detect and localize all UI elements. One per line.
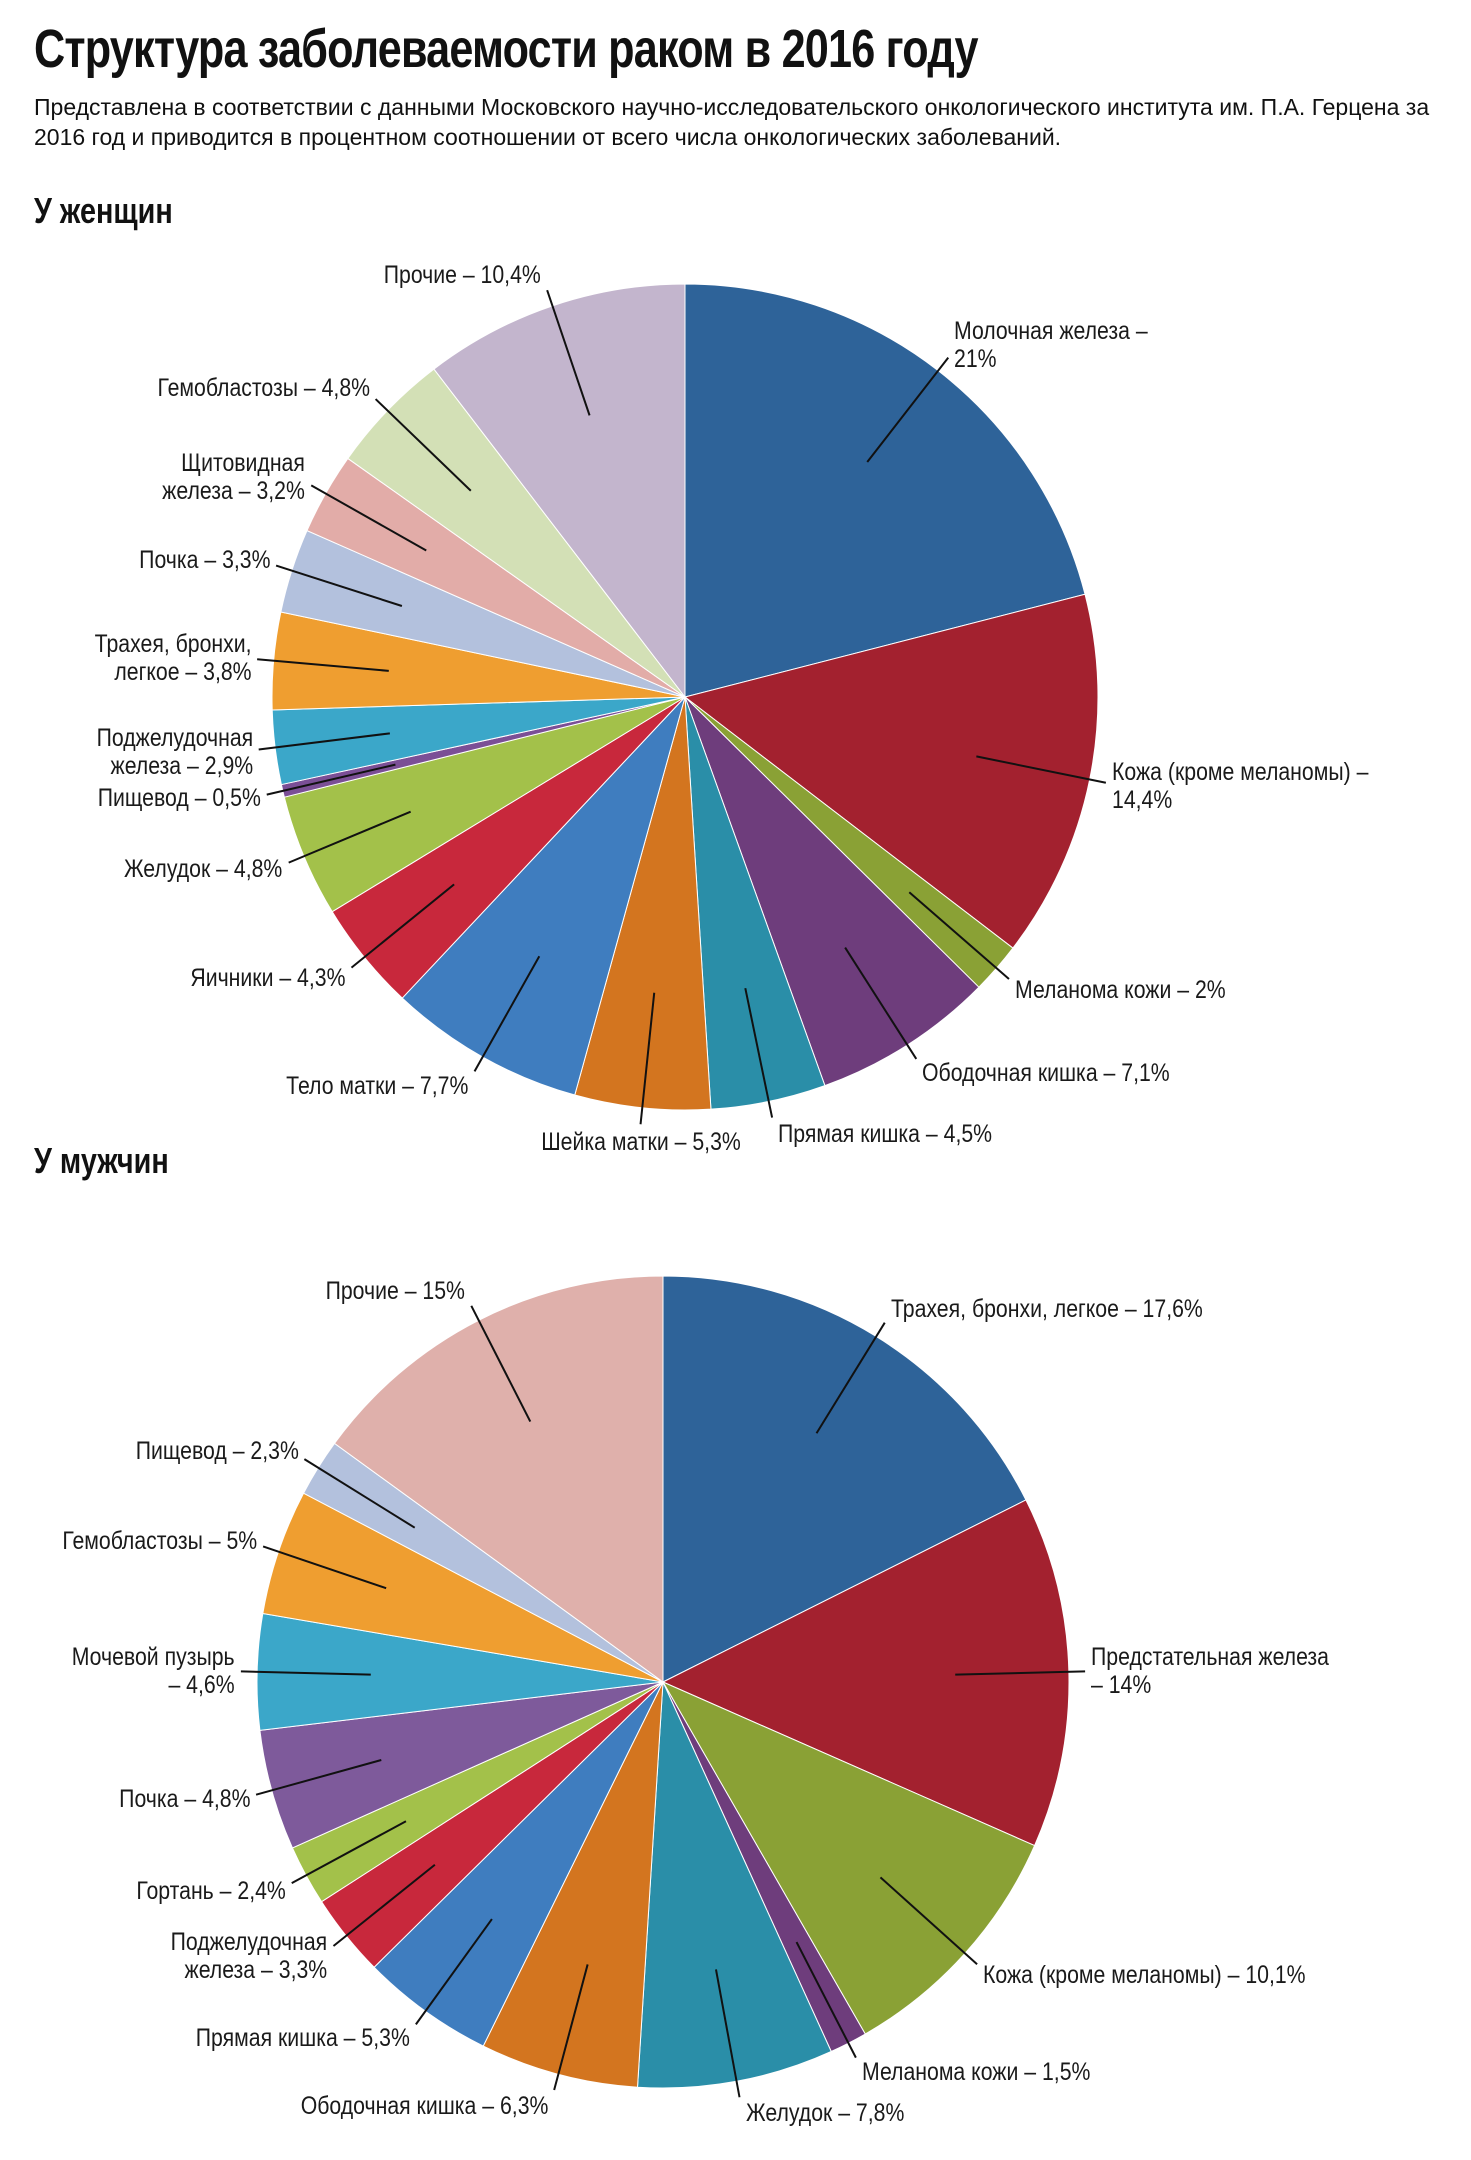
leader-line <box>291 1820 407 1884</box>
slice-label: Гемобластозы – 4,8% <box>157 373 370 402</box>
leader-line <box>470 1305 532 1422</box>
leader-line <box>288 810 412 864</box>
leader-line <box>815 1322 886 1434</box>
leader-line <box>303 1458 416 1529</box>
leader-line <box>332 1863 436 1947</box>
leader-line <box>879 1876 978 1965</box>
slice-label: Мочевой пузырь – 4,6% <box>72 1642 235 1699</box>
slice-label: Предстательная железа – 14% <box>1091 1642 1330 1699</box>
leader-line <box>258 732 390 751</box>
slice-label: Шейка матки – 5,3% <box>540 1128 741 1157</box>
leader-line <box>240 1670 371 1676</box>
leader-line <box>255 1759 382 1796</box>
slice-label: Гемобластозы – 5% <box>62 1527 258 1556</box>
slice-label: Трахея, бронхи, легкое – 17,6% <box>890 1294 1203 1323</box>
slice-label: Поджелудочная железа – 2,9% <box>96 723 253 780</box>
leader-line <box>866 356 950 463</box>
slice-label: Кожа (кроме меланомы) – 10,1% <box>983 1961 1306 1990</box>
leader-line <box>908 891 1010 980</box>
slice-label: Тело матки – 7,7% <box>286 1071 469 1100</box>
slice-label: Пищевод – 0,5% <box>97 784 261 813</box>
slice-label: Пищевод – 2,3% <box>135 1436 299 1465</box>
leader-line <box>257 658 389 672</box>
slice-label: Гортань – 2,4% <box>136 1876 286 1905</box>
slice-label: Почка – 3,3% <box>138 546 271 575</box>
slice-label: Меланома кожи – 1,5% <box>861 2058 1091 2087</box>
leader-line <box>473 955 541 1072</box>
slice-label: Поджелудочная железа – 3,3% <box>170 1928 328 1985</box>
slice-label: Молочная железа – 21% <box>954 316 1148 373</box>
slice-label: Трахея, бронхи, легкое – 3,8% <box>94 629 252 686</box>
slice-label: Желудок – 4,8% <box>124 854 283 883</box>
leader-line <box>546 289 591 416</box>
slice-label: Почка – 4,8% <box>118 1785 251 1814</box>
leader-line <box>266 763 396 796</box>
slice-label: Кожа (кроме меланомы) – 14,4% <box>1111 758 1369 815</box>
leader-line <box>415 1918 493 2025</box>
leader-line <box>795 1941 857 2059</box>
leader-line <box>275 564 403 607</box>
slice-label: Яичники – 4,3% <box>190 964 346 993</box>
slice-label: Прочие – 15% <box>325 1277 466 1306</box>
chart-title: У мужчин <box>34 1140 169 1181</box>
page-title: Структура заболеваемости раком в 2016 го… <box>34 19 978 79</box>
slice-label: Щитовидная железа – 3,2% <box>162 449 306 506</box>
slice-label: Прямая кишка – 4,5% <box>778 1119 993 1148</box>
leader-line <box>374 398 472 492</box>
leader-line <box>639 992 656 1125</box>
leader-line <box>976 755 1107 784</box>
leader-line <box>310 484 427 552</box>
slice-label: Желудок – 7,8% <box>745 2099 904 2128</box>
slice-label: Меланома кожи – 2% <box>1014 975 1226 1004</box>
leader-line <box>262 1545 387 1590</box>
slice-label: Прямая кишка – 5,3% <box>195 2023 410 2052</box>
slice-label: Ободочная кишка – 7,1% <box>922 1058 1170 1087</box>
chart-title: У женщин <box>34 190 173 231</box>
slice-label: Ободочная кишка – 6,3% <box>300 2091 549 2120</box>
leader-line <box>955 1670 1086 1676</box>
leader-line <box>714 1969 741 2098</box>
leader-line <box>844 947 918 1060</box>
page-subtitle: Представлена в соответствии с данными Мо… <box>34 94 1430 150</box>
leader-line <box>744 987 774 1118</box>
leader-line <box>553 1964 589 2091</box>
slice-label: Прочие – 10,4% <box>384 260 542 289</box>
leader-line <box>350 883 455 969</box>
